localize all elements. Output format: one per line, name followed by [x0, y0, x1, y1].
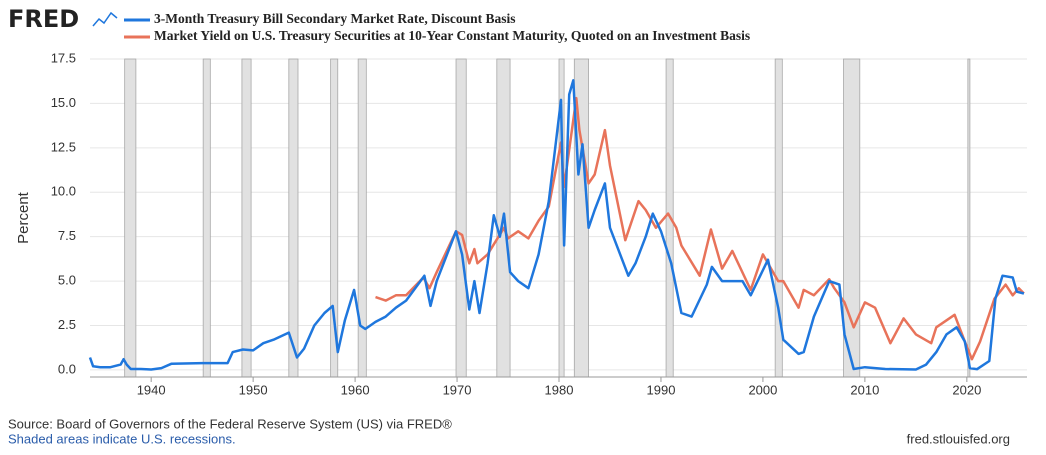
y-tick-label: 17.5 [51, 50, 76, 65]
y-tick-label: 12.5 [51, 139, 76, 154]
note: Shaded areas indicate U.S. recessions. [8, 431, 236, 446]
y-tick-label: 15.0 [51, 95, 76, 110]
y-tick-label: 0.0 [58, 361, 76, 376]
logo: FRED [8, 5, 79, 33]
x-tick-label: 1940 [137, 382, 166, 397]
legend-label: Market Yield on U.S. Treasury Securities… [154, 28, 750, 43]
y-tick-label: 5.0 [58, 273, 76, 288]
x-tick-label: 2000 [748, 382, 777, 397]
recession-band [241, 58, 252, 378]
x-tick-label: 1950 [239, 382, 268, 397]
recession-band [288, 58, 299, 378]
recession-band [202, 58, 211, 378]
x-tick-label: 2010 [850, 382, 879, 397]
x-tick-label: 1960 [341, 382, 370, 397]
recession-band [843, 58, 861, 378]
y-tick-label: 2.5 [58, 317, 76, 332]
y-axis-label: Percent [15, 191, 32, 244]
recession-band [455, 58, 467, 378]
x-tick-label: 1980 [545, 382, 574, 397]
logo-icon [92, 11, 118, 27]
y-tick-label: 7.5 [58, 228, 76, 243]
credit: fred.stlouisfed.org [907, 431, 1010, 446]
source: Source: Board of Governors of the Federa… [8, 416, 452, 431]
x-tick-label: 1990 [647, 382, 676, 397]
plot-area [90, 59, 1027, 377]
recession-band [124, 58, 137, 378]
x-tick-label: 1970 [443, 382, 472, 397]
x-tick-label: 2020 [952, 382, 981, 397]
recession-band [967, 58, 971, 378]
series-line [375, 96, 1025, 361]
y-tick-label: 10.0 [51, 184, 76, 199]
series-line [88, 79, 1025, 371]
legend-label: 3-Month Treasury Bill Secondary Market R… [154, 11, 516, 26]
